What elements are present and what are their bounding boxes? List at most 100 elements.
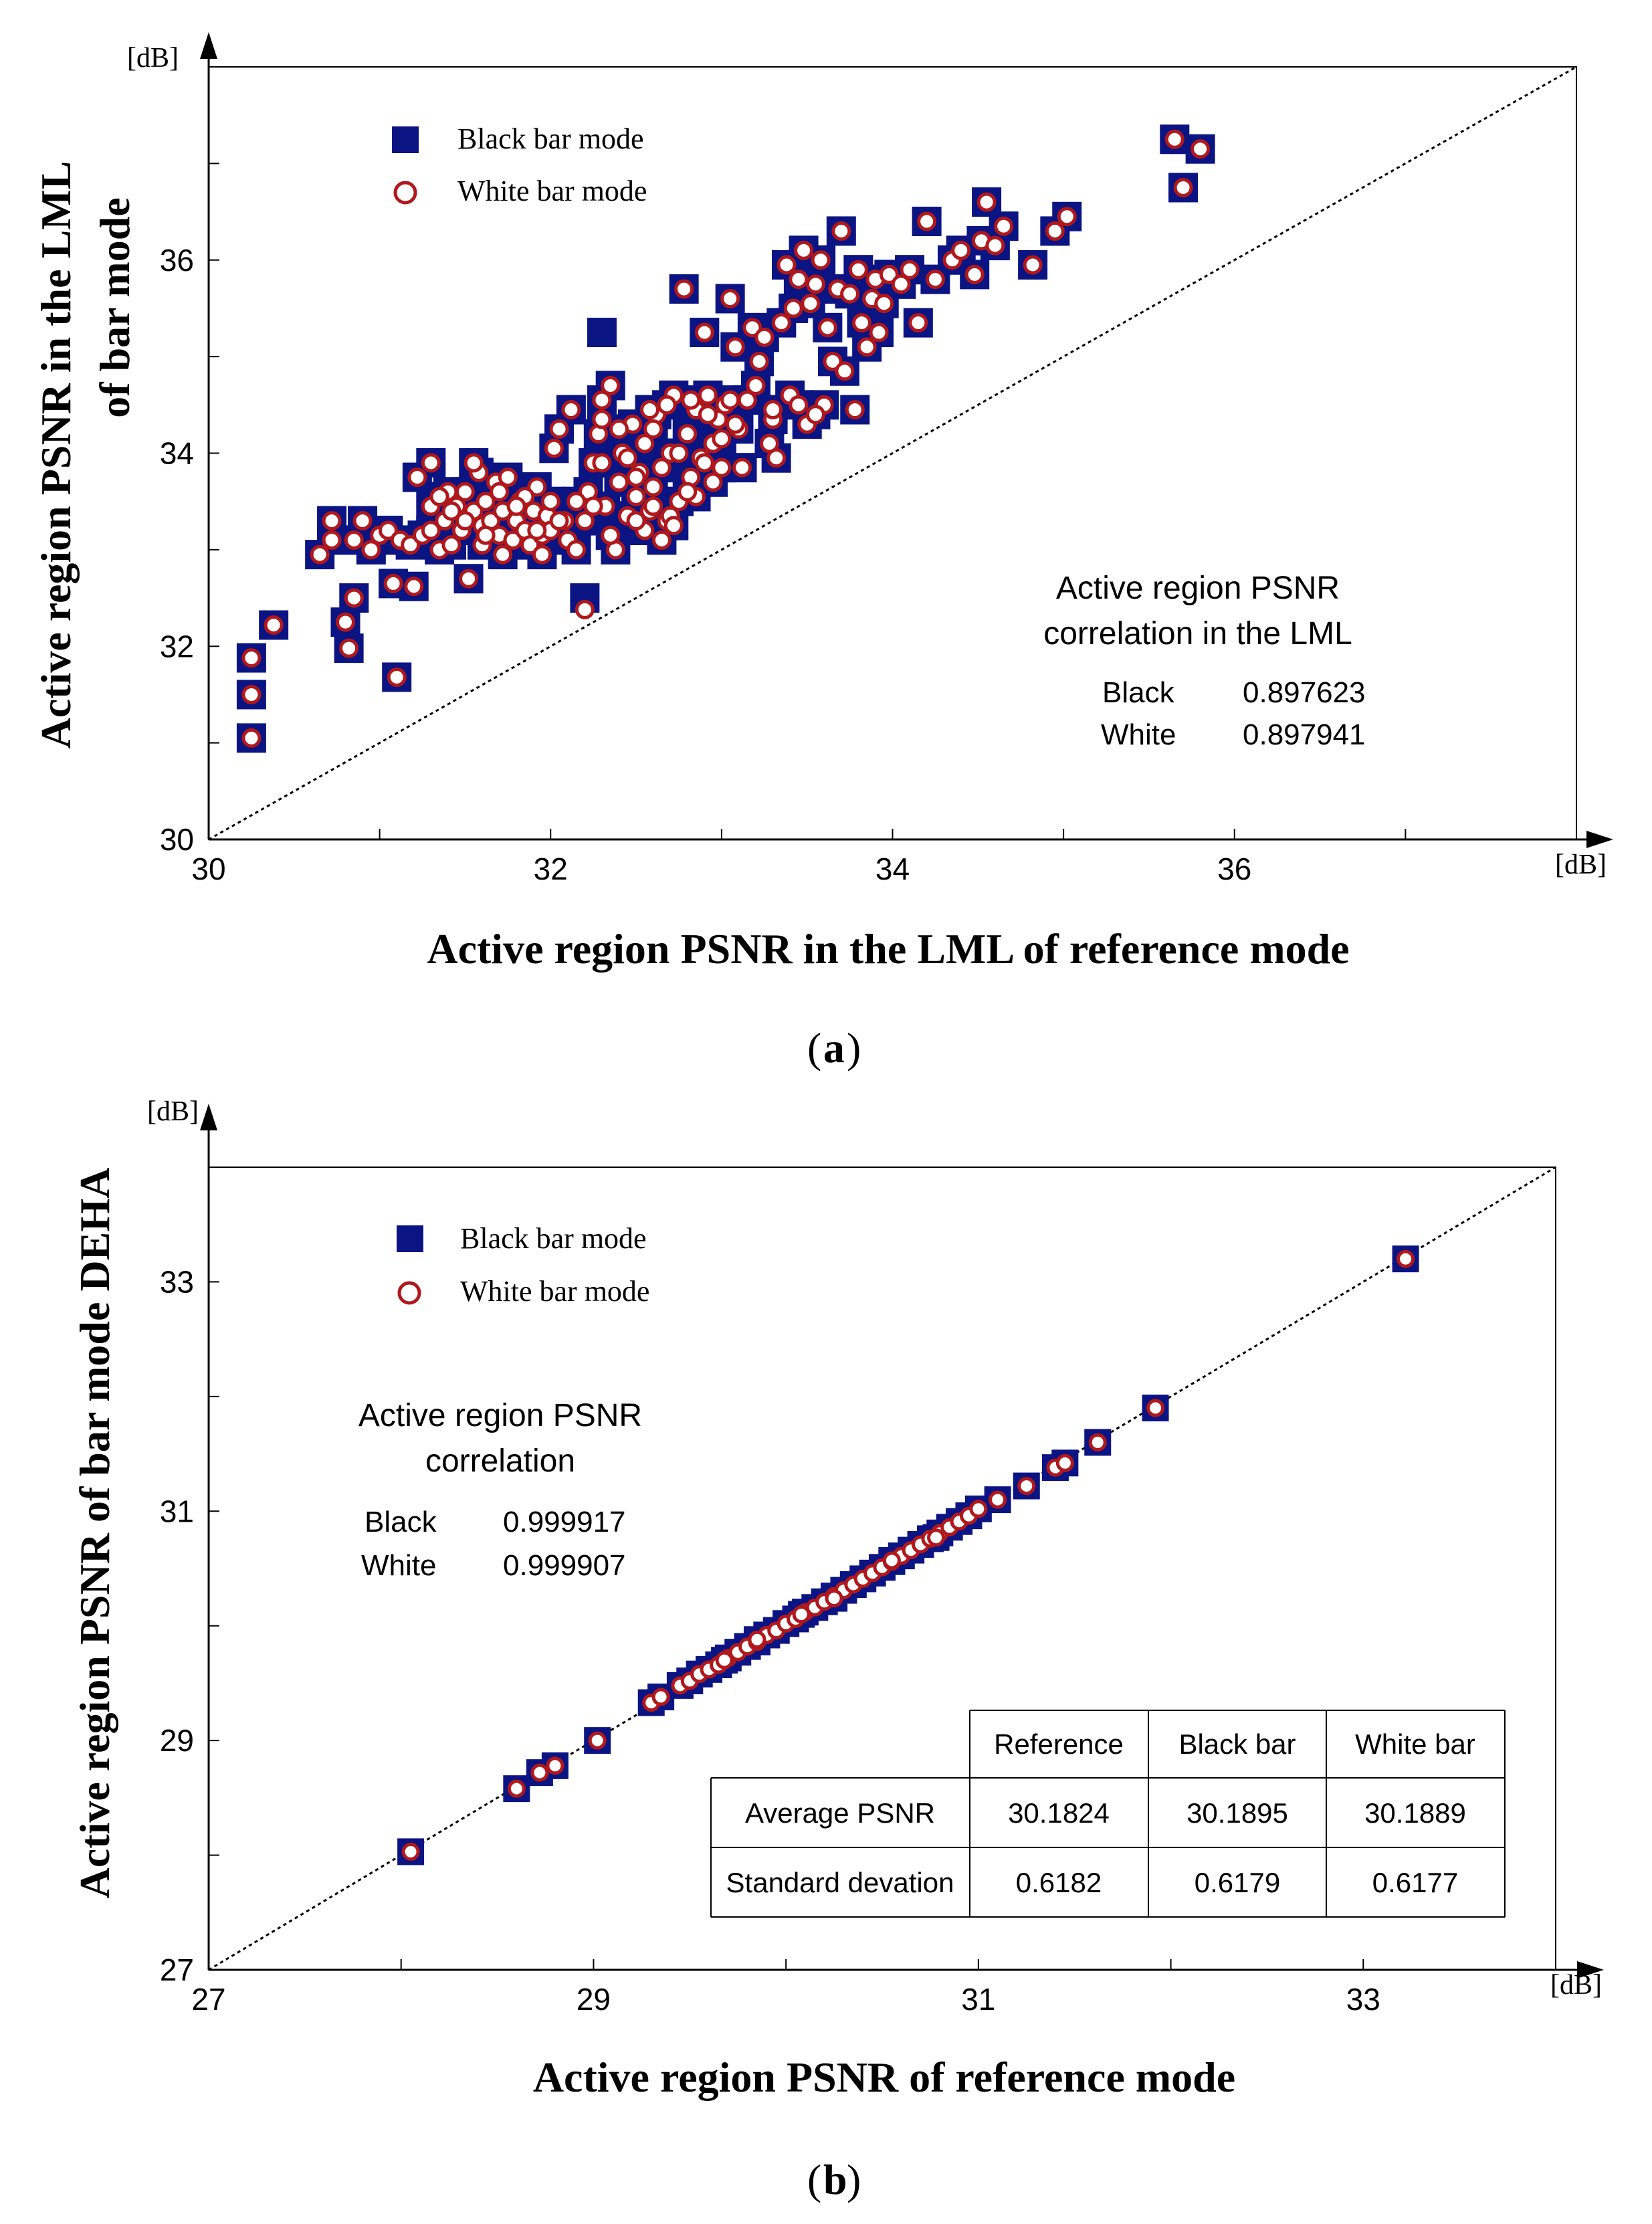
- chart-b-annotation-title-line2: correlation: [425, 1443, 575, 1479]
- white-bar-point: [1017, 1477, 1036, 1496]
- chart-b-caption-letter: b: [823, 2156, 847, 2203]
- chart-b-plot-area: 27 29 31 33 27 29 31 33: [160, 1104, 1604, 2017]
- white-bar-point: [407, 468, 427, 488]
- white-bar-point: [344, 588, 364, 608]
- white-bar-point: [964, 264, 985, 284]
- white-bar-point: [643, 496, 663, 516]
- chart-a-legend-black-label: Black bar mode: [457, 122, 644, 155]
- white-bar-point: [1146, 1399, 1165, 1417]
- table-cell-std-black: 0.6179: [1195, 1867, 1280, 1898]
- chart-b-legend-white-marker: [397, 1281, 421, 1305]
- white-bar-point: [1173, 177, 1193, 197]
- white-bar-point: [566, 540, 587, 560]
- chart-b-annotation-white-value: 0.999907: [503, 1549, 626, 1582]
- white-bar-point: [703, 472, 723, 492]
- white-bar-point: [592, 409, 612, 429]
- y-tick-label: 27: [160, 1952, 194, 1987]
- white-bar-point: [532, 544, 552, 565]
- white-bar-point: [1397, 1249, 1415, 1268]
- white-bar-point: [651, 530, 672, 550]
- chart-a-y-unit: [dB]: [127, 43, 179, 74]
- x-tick-label: 36: [1217, 851, 1251, 886]
- white-bar-point: [925, 270, 945, 290]
- white-bar-point: [674, 279, 694, 299]
- white-bar-point: [339, 638, 359, 658]
- white-bar-point: [783, 298, 803, 318]
- table-cell-average-reference: 30.1824: [1008, 1797, 1110, 1829]
- white-bar-point: [651, 458, 672, 478]
- chart-a-annotation-black-value: 0.897623: [1243, 676, 1366, 709]
- table-cell-average-black: 30.1895: [1186, 1797, 1288, 1829]
- white-bar-point: [401, 1842, 420, 1861]
- white-bar-point: [817, 318, 837, 338]
- white-bar-point: [851, 313, 871, 333]
- white-bar-point: [917, 211, 937, 231]
- white-bar-point: [322, 530, 342, 550]
- chart-b-caption-close: ): [847, 2156, 861, 2203]
- white-bar-point: [459, 569, 479, 589]
- table-cell-std-reference: 0.6182: [1016, 1867, 1102, 1898]
- white-bar-point: [840, 284, 860, 304]
- white-bar-point: [657, 395, 677, 415]
- white-bar-point: [698, 405, 718, 425]
- table-row-label-std: Standard devation: [726, 1867, 954, 1898]
- white-bar-point: [908, 313, 928, 333]
- table-col-header-white-bar: White bar: [1355, 1728, 1475, 1760]
- white-bar-point: [746, 375, 766, 395]
- white-bar-point: [835, 361, 855, 381]
- white-bar-point: [617, 448, 637, 468]
- chart-a: 30 32 34 36 30 32 34 36 Black bar mode White ba…: [32, 32, 1613, 1072]
- white-bar-point: [801, 294, 821, 314]
- white-bar-point: [626, 486, 646, 506]
- x-tick-label: 33: [1346, 1982, 1380, 2017]
- white-bar-point: [669, 443, 689, 463]
- white-bar-point: [715, 1651, 734, 1670]
- white-bar-point: [336, 612, 355, 632]
- chart-a-y-title-line2: of bar mode: [91, 197, 138, 417]
- white-bar-point: [429, 486, 449, 506]
- white-bar-point: [857, 337, 877, 357]
- white-bar-point: [640, 400, 660, 420]
- chart-b-x-unit: [dB]: [1550, 1970, 1602, 2001]
- chart-a-legend-black-marker: [392, 126, 419, 153]
- white-bar-point: [725, 414, 745, 434]
- y-tick-label: 34: [160, 436, 194, 471]
- white-bar-point: [455, 511, 475, 531]
- white-bar-point: [421, 520, 441, 540]
- white-bar-point: [845, 400, 865, 420]
- white-bar-point: [352, 511, 373, 531]
- y-tick-label: 30: [160, 822, 194, 857]
- white-bar-point: [789, 395, 809, 415]
- white-bar-point: [549, 511, 569, 531]
- white-bar-point: [805, 405, 825, 425]
- chart-a-y-title-line1: Active region PSNR in the LML: [32, 161, 80, 749]
- white-bar-point: [1191, 139, 1211, 159]
- white-bar-point: [951, 240, 971, 260]
- chart-a-y-arrowhead: [200, 32, 217, 59]
- chart-b-ticks: 27 29 31 33 27 29 31 33: [160, 1167, 1556, 2017]
- white-bar-point: [694, 453, 714, 473]
- chart-a-caption-close: ): [847, 1024, 861, 1072]
- chart-b-annotation-white-label: White: [361, 1549, 436, 1582]
- chart-a-annotation-white-value: 0.897941: [1243, 718, 1366, 751]
- white-bar-point: [811, 250, 831, 270]
- chart-b-points: [397, 1245, 1419, 1865]
- white-bar-point: [549, 419, 569, 439]
- white-bar-point: [712, 429, 732, 449]
- chart-a-caption-open: (: [807, 1024, 821, 1072]
- white-bar-point: [507, 1779, 526, 1798]
- white-bar-point: [490, 482, 510, 502]
- chart-b-legend-white-label: White bar mode: [460, 1275, 649, 1308]
- white-bar-point: [378, 520, 398, 540]
- white-bar-point: [544, 438, 564, 458]
- white-bar-point: [1023, 255, 1043, 275]
- white-bar-point: [635, 433, 655, 453]
- table-cell-average-white: 30.1889: [1364, 1797, 1466, 1829]
- white-bar-point: [583, 496, 603, 516]
- chart-a-caption-letter: a: [823, 1024, 845, 1072]
- white-bar-point: [561, 400, 581, 420]
- white-bar-point: [882, 1551, 901, 1570]
- white-bar-point: [506, 496, 526, 516]
- white-bar-point: [698, 385, 718, 405]
